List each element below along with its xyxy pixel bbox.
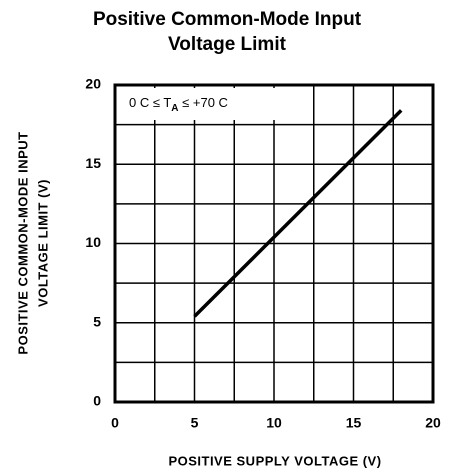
annotation-text: 0 C ≤ T xyxy=(129,95,171,110)
y-tick-label: 10 xyxy=(85,234,101,250)
x-tick-label: 0 xyxy=(111,415,119,431)
annotation-box xyxy=(118,88,286,120)
annotation-subscript: A xyxy=(171,103,178,114)
x-tick-label: 5 xyxy=(191,415,199,431)
y-tick-label: 15 xyxy=(85,155,101,171)
plot-border xyxy=(113,83,435,404)
y-tick-label: 5 xyxy=(93,313,101,329)
data-line xyxy=(193,109,403,318)
x-tick-label: 10 xyxy=(266,415,282,431)
y-axis-label: POSITIVE COMMON-MODE INPUT xyxy=(15,131,30,354)
annotation-text: ≤ +70 C xyxy=(179,95,228,110)
y-tick-label: 0 xyxy=(93,393,101,409)
x-tick-label: 15 xyxy=(346,415,362,431)
y-axis-label: VOLTAGE LIMIT (V) xyxy=(35,179,50,307)
chart-title: Voltage Limit xyxy=(168,34,287,55)
x-axis-label: POSITIVE SUPPLY VOLTAGE (V) xyxy=(168,453,381,468)
chart-title: Positive Common-Mode Input xyxy=(93,9,362,30)
annotation: 0 C ≤ TA ≤ +70 C xyxy=(129,95,228,113)
y-axis-label-group: POSITIVE COMMON-MODE INPUT VOLTAGE LIMIT… xyxy=(15,131,50,354)
x-tick-label: 20 xyxy=(425,415,441,431)
y-tick-label: 20 xyxy=(85,76,101,92)
